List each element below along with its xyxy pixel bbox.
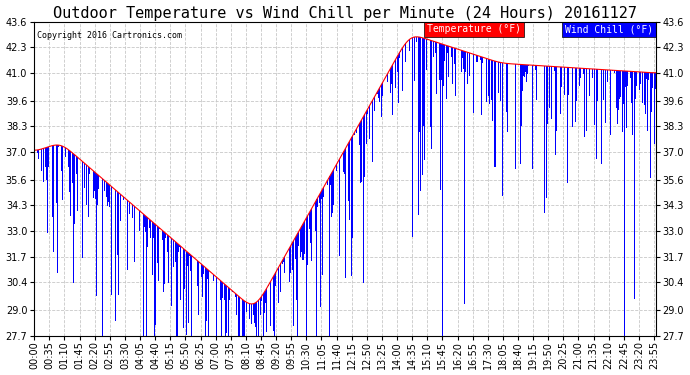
Text: Copyright 2016 Cartronics.com: Copyright 2016 Cartronics.com — [37, 31, 182, 40]
Title: Outdoor Temperature vs Wind Chill per Minute (24 Hours) 20161127: Outdoor Temperature vs Wind Chill per Mi… — [53, 6, 637, 21]
Text: Wind Chill (°F): Wind Chill (°F) — [565, 24, 653, 34]
Text: Temperature (°F): Temperature (°F) — [427, 24, 521, 34]
